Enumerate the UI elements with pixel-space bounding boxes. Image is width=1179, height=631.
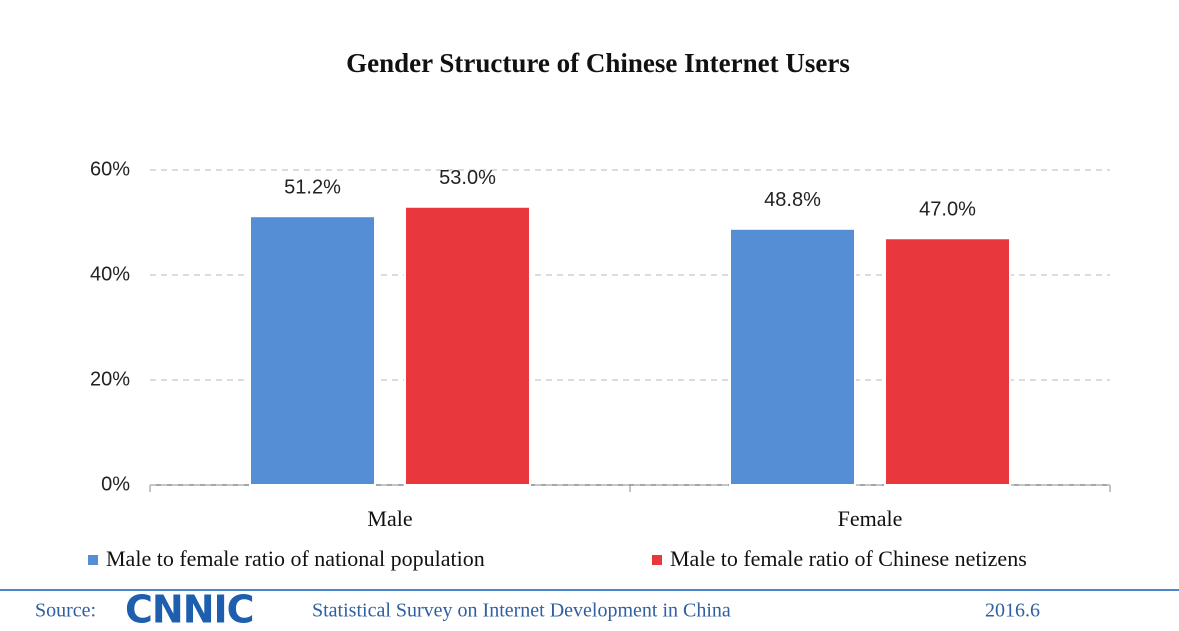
data-label: 51.2%	[284, 176, 341, 198]
y-tick-label: 0%	[101, 473, 130, 495]
bar	[249, 215, 376, 486]
data-label: 48.8%	[764, 189, 821, 211]
source-text: Statistical Survey on Internet Developme…	[312, 600, 731, 622]
logo: CNNIC	[125, 588, 254, 631]
legend-swatch	[88, 555, 98, 565]
x-tick-label: Male	[367, 506, 412, 531]
legend-label: Male to female ratio of national populat…	[106, 546, 485, 571]
chart-title: Gender Structure of Chinese Internet Use…	[346, 48, 850, 78]
source-date: 2016.6	[985, 600, 1040, 622]
y-tick-label: 40%	[90, 263, 130, 285]
x-tick-label: Female	[838, 506, 903, 531]
data-label: 53.0%	[439, 167, 496, 189]
data-label: 47.0%	[919, 199, 976, 221]
bar	[729, 227, 856, 487]
y-tick-label: 20%	[90, 368, 130, 390]
legend-label: Male to female ratio of Chinese netizens	[670, 546, 1027, 571]
legend-swatch	[652, 555, 662, 565]
bar	[404, 205, 531, 486]
source-label: Source:	[35, 600, 96, 622]
y-tick-label: 60%	[90, 158, 130, 180]
bar	[884, 237, 1011, 486]
